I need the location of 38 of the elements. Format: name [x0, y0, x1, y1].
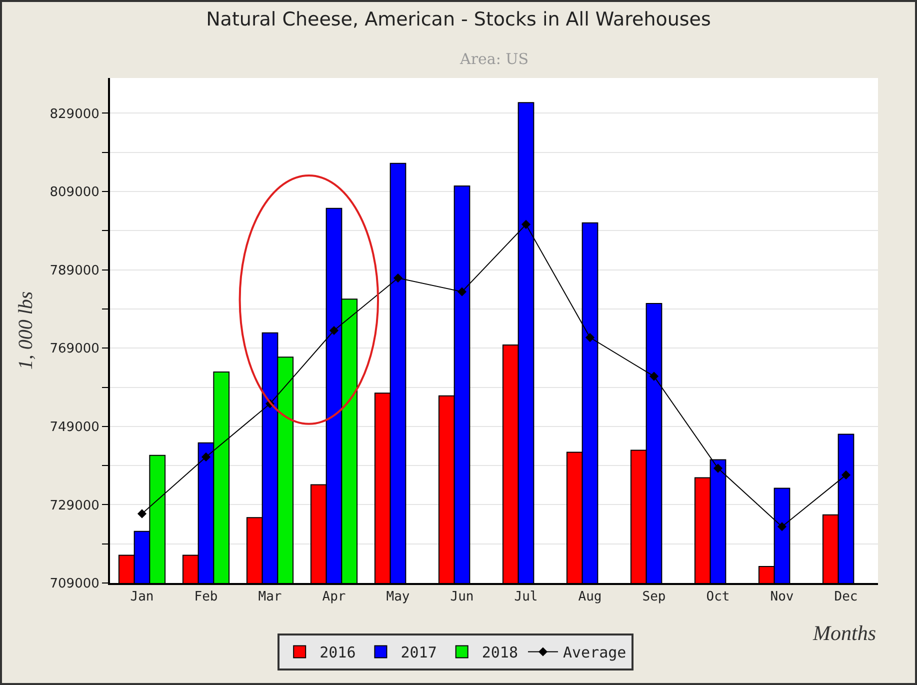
x-tick-label: Jun: [450, 590, 474, 605]
point: [457, 287, 467, 296]
y-tick-label: 729000: [50, 498, 100, 514]
y-tick-label: 709000: [50, 576, 100, 592]
x-tick-label: Nov: [770, 590, 794, 605]
legend-label: 2018: [482, 644, 518, 662]
x-tick-label: Feb: [194, 590, 218, 605]
y-axis-title: 1, 000 lbs: [14, 291, 37, 370]
x-axis-title: Months: [812, 621, 876, 645]
y-tick-label: 809000: [50, 185, 100, 200]
legend-label: 2017: [400, 644, 437, 662]
y-tick-label: 749000: [50, 420, 100, 435]
point: [777, 522, 787, 532]
x-tick-label: Jul: [514, 590, 538, 605]
y-tick-label: 769000: [50, 342, 100, 357]
x-tick-label: Dec: [834, 590, 858, 605]
point: [329, 326, 339, 336]
x-tick-label: Sep: [642, 590, 666, 605]
point: [841, 470, 851, 480]
y-tick-label: 829000: [50, 106, 100, 122]
point: [585, 333, 595, 342]
point: [649, 372, 659, 381]
x-tick-label: Aug: [578, 590, 602, 605]
point: [521, 220, 531, 229]
point: [713, 464, 723, 473]
x-tick-label: Oct: [706, 590, 730, 605]
legend-label: 2016: [320, 644, 356, 662]
x-tick-label: Jan: [130, 590, 154, 605]
y-tick-label: 789000: [50, 263, 100, 278]
chart-subtitle: Area: US: [459, 50, 529, 68]
x-tick-label: May: [386, 590, 410, 605]
point: [137, 509, 147, 518]
point: [393, 273, 403, 283]
chart-title: Natural Cheese, American - Stocks in All Warehouses: [206, 8, 711, 31]
legend-label: Average: [562, 644, 626, 662]
x-tick-label: Mar: [258, 590, 282, 605]
x-tick-label: Apr: [322, 590, 346, 605]
point: [201, 452, 211, 462]
